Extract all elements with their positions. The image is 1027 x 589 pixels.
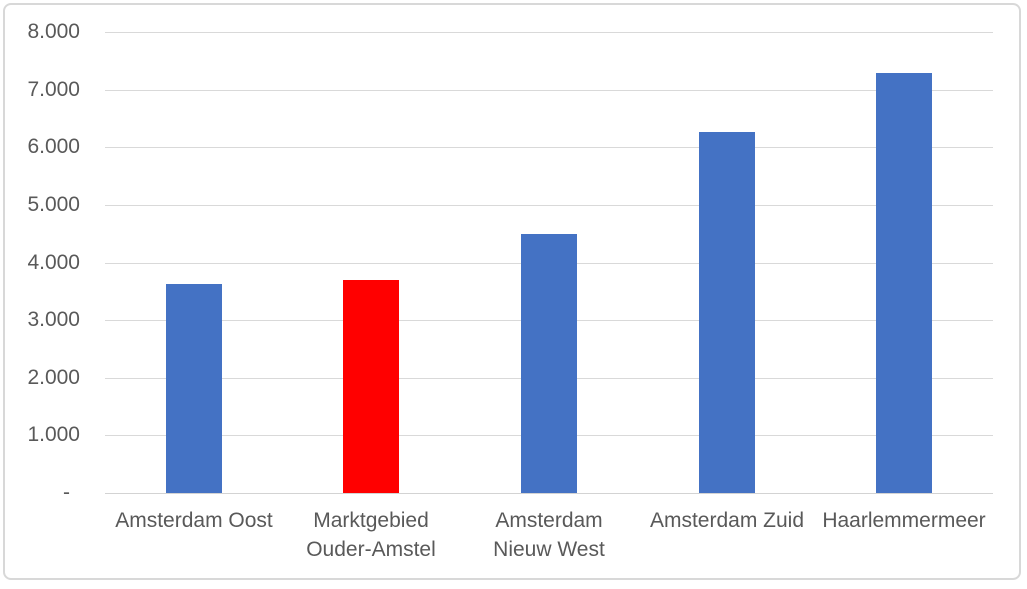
y-axis-tick-label: 5.000 [27,193,80,216]
x-axis-category-label-line: Amsterdam Oost [115,509,273,532]
x-axis-line [105,493,993,494]
y-axis-tick-label: 2.000 [27,366,80,389]
x-axis-category-label-line: Amsterdam [495,509,603,532]
x-axis-category-label-marktgebied-ouder-amstel: Marktgebied Ouder-Amstel [278,506,464,564]
gridline-7000 [105,90,993,91]
bar-amsterdam-nieuw-west[interactable] [521,234,577,493]
x-axis-category-label-amsterdam-zuid: Amsterdam Zuid [634,506,820,535]
bar-marktgebied-ouder-amstel[interactable] [343,280,399,493]
y-axis-tick-label: 6.000 [27,135,80,158]
gridline-8000 [105,32,993,33]
y-axis-tick-label: 4.000 [27,251,80,274]
bar-haarlemmermeer[interactable] [876,73,932,493]
gridline-5000 [105,205,993,206]
bar-amsterdam-zuid[interactable] [699,132,755,493]
y-axis-tick-label: 1.000 [27,423,80,446]
y-axis-tick-label: 7.000 [27,78,80,101]
x-axis-category-label-line: Amsterdam Zuid [649,509,805,532]
x-axis-category-label-line: Haarlemmermeer [822,509,986,532]
y-axis-tick-label: - [63,481,70,504]
bar-amsterdam-oost[interactable] [166,284,222,493]
y-axis-tick-label: 8.000 [27,20,80,43]
y-axis-tick-label: 3.000 [27,308,80,331]
x-axis-category-label-amsterdam-nieuw-west: Amsterdam Nieuw West [456,506,642,564]
x-axis-category-label-haarlemmermeer: Haarlemmermeer [811,506,997,535]
x-axis-category-label-line: Nieuw West [493,538,605,561]
gridline-6000 [105,147,993,148]
x-axis-category-label-line: Ouder-Amstel [306,538,436,561]
x-axis-category-label-amsterdam-oost: Amsterdam Oost [101,506,287,535]
x-axis-category-label-line: Marktgebied [313,509,429,532]
